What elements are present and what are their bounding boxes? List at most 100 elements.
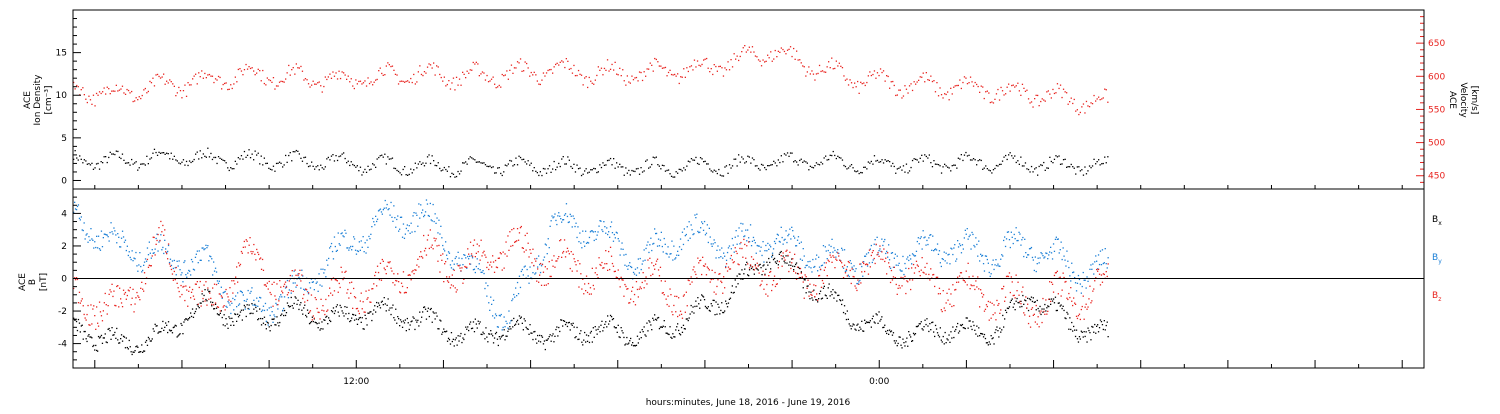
by-point (672, 259, 674, 261)
density-point (907, 172, 909, 174)
bx-point (430, 307, 432, 310)
density-point (835, 157, 837, 160)
by-point (507, 327, 509, 329)
bz-point (1040, 310, 1042, 312)
velocity-point (524, 61, 526, 63)
bx-point (845, 318, 848, 321)
bx-point (1087, 327, 1089, 329)
bx-point (1022, 294, 1024, 297)
by-point (695, 217, 697, 219)
density-point (484, 164, 487, 166)
by-point (1007, 231, 1010, 233)
bx-point (378, 304, 381, 306)
by-point (150, 257, 152, 259)
density-point (146, 155, 148, 157)
bx-point (1083, 331, 1085, 333)
bz-point (360, 292, 362, 294)
by-point (694, 214, 696, 216)
density-point (1029, 171, 1031, 173)
velocity-point (404, 81, 406, 83)
by-point (512, 298, 514, 300)
by-point (379, 208, 382, 210)
by-point (992, 259, 994, 261)
bz-point (850, 282, 852, 285)
bx-point (230, 324, 232, 326)
bx-point (1054, 296, 1057, 298)
bz-point (950, 293, 952, 295)
bx-point (347, 318, 349, 320)
bz-point (1066, 297, 1068, 299)
velocity-point (884, 80, 886, 82)
bz-point (898, 284, 900, 287)
density-point (265, 162, 267, 165)
bx-point (386, 304, 388, 306)
bz-point (434, 240, 436, 242)
by-point (1010, 231, 1012, 233)
density-point (605, 164, 607, 166)
by-point (1103, 262, 1105, 264)
bx-point (702, 296, 705, 298)
bz-point (748, 241, 750, 243)
bz-point (1103, 273, 1105, 276)
bz-point (998, 303, 1000, 305)
density-point (74, 150, 76, 152)
by-point (831, 238, 833, 240)
by-point (406, 224, 408, 226)
by-point (877, 253, 879, 255)
velocity-point (105, 93, 107, 95)
bx-point (705, 307, 708, 309)
by-point (668, 256, 670, 258)
by-point (326, 259, 328, 261)
bz-point (222, 306, 224, 308)
velocity-point (237, 68, 239, 71)
bx-point (77, 318, 80, 321)
by-point (370, 233, 372, 235)
by-point (634, 268, 637, 270)
density-point (1062, 159, 1065, 161)
by-point (177, 265, 179, 267)
by-point (304, 289, 306, 291)
density-point (390, 158, 392, 160)
bx-point (436, 315, 438, 317)
velocity-point (860, 81, 862, 83)
bz-point (303, 293, 305, 296)
bz-point (639, 286, 641, 288)
bz-point (218, 293, 220, 295)
by-point (440, 225, 442, 227)
by-point (1040, 252, 1042, 254)
velocity-point (320, 85, 322, 87)
bx-point (950, 331, 952, 333)
density-point (242, 158, 244, 160)
density-point (783, 153, 786, 155)
by-point (317, 290, 319, 292)
bz-point (478, 245, 480, 247)
velocity-point (921, 76, 923, 78)
bx-point (562, 320, 565, 322)
bx-point (535, 338, 537, 340)
bx-point (318, 322, 320, 324)
by-point (89, 239, 91, 241)
by-point (444, 250, 446, 252)
bz-point (943, 307, 945, 309)
density-point (876, 159, 879, 162)
bz-point (339, 286, 341, 289)
velocity-point (89, 99, 92, 101)
bx-point (716, 313, 718, 315)
bx-point (773, 257, 776, 260)
bx-point (97, 350, 99, 352)
bz-point (750, 256, 753, 258)
velocity-point (541, 79, 543, 81)
bx-point (1091, 325, 1093, 328)
bx-point (758, 264, 760, 266)
bz-point (865, 263, 868, 265)
bz-point (1080, 308, 1082, 311)
velocity-point (442, 80, 444, 82)
by-point (167, 250, 169, 253)
velocity-point (1053, 92, 1056, 95)
velocity-point (202, 77, 204, 79)
bz-point (906, 280, 908, 282)
bz-point (272, 305, 274, 307)
by-point (930, 234, 932, 236)
by-point (874, 239, 876, 241)
